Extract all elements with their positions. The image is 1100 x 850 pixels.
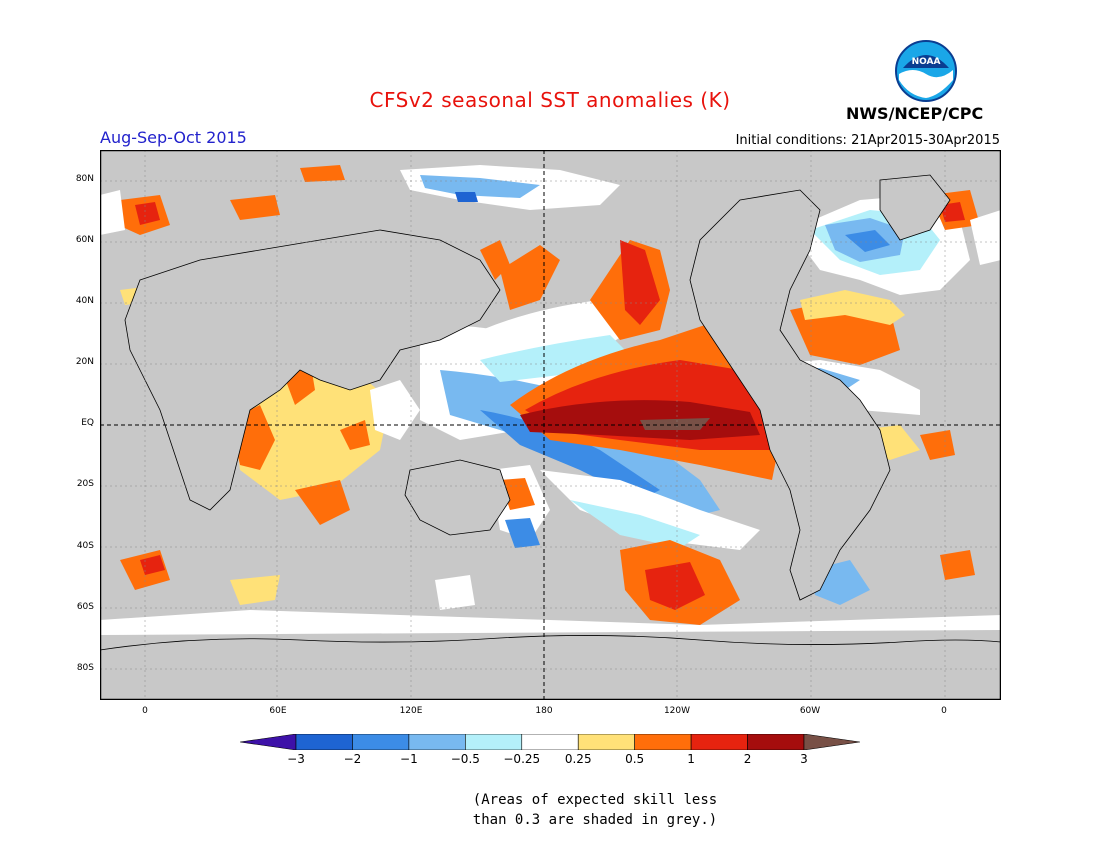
so-red-1 <box>645 562 705 610</box>
so-white-2 <box>435 575 475 610</box>
npac-lightblue <box>480 335 625 382</box>
lon-label-120w: 120W <box>663 706 691 716</box>
io-orange-3 <box>295 480 350 525</box>
colorbar-swatch <box>408 734 466 750</box>
nwatl-white <box>970 210 1001 265</box>
ne-pac-orange <box>480 240 510 280</box>
map-title: CFSv2 seasonal SST anomalies (K) <box>369 88 731 112</box>
colorbar-tick-label: 1 <box>687 752 695 766</box>
colorbar-tick-label: −0.25 <box>503 752 541 766</box>
colorbar-swatch <box>295 734 353 750</box>
noaa-logo: NOAA <box>895 40 957 102</box>
natl-blue-2 <box>845 230 890 252</box>
satl-orange <box>920 430 955 460</box>
colorbar-tick-label: 3 <box>800 752 808 766</box>
initial-conditions-label: Initial conditions: 21Apr2015-30Apr2015 <box>735 133 1000 148</box>
land-australia <box>404 459 511 536</box>
lat-label-40s: 40S <box>76 541 94 551</box>
lat-label-20n: 20N <box>75 357 94 367</box>
epac-brown <box>640 418 710 430</box>
spac-white <box>540 470 760 550</box>
season-label: Aug-Sep-Oct 2015 <box>100 128 247 147</box>
land-antarctica <box>100 635 1001 700</box>
colorbar-tick-label: −2 <box>343 752 362 766</box>
lat-label-60s: 60S <box>76 602 94 612</box>
land-greenland <box>879 174 951 241</box>
npac-red <box>620 240 660 325</box>
lon-label-120e: 120E <box>399 706 423 716</box>
colorbar-high-triangle <box>803 734 860 750</box>
skill-note-line-1: (Areas of expected skill less <box>472 792 718 808</box>
colorbar-tick-label: −0.5 <box>450 752 480 766</box>
io-yellow <box>230 365 390 500</box>
colorbar-tick-label: −3 <box>287 752 305 766</box>
lat-label-80s: 80S <box>76 663 94 673</box>
colorbar-tick-label: −1 <box>400 752 418 766</box>
logo-text: NOAA <box>912 57 941 67</box>
colorbar-swatch <box>690 734 748 750</box>
arctic-orange-1 <box>300 165 345 182</box>
arctic-red-2 <box>940 202 965 222</box>
colorbar-swatch <box>634 734 692 750</box>
colorbar-tick-label: 0.25 <box>564 752 592 766</box>
natl-yellow <box>800 290 905 325</box>
arctic-red-1 <box>135 202 160 225</box>
so-white <box>100 610 1001 635</box>
tasman-blue <box>505 518 540 548</box>
colorbar-swatch <box>577 734 635 750</box>
arctic-white-2 <box>100 190 125 235</box>
colorbar-tick-label: 2 <box>743 752 752 766</box>
agency-label: NWS/NCEP/CPC <box>846 104 984 123</box>
so-orange-3 <box>940 550 975 580</box>
colorbar-swatch <box>352 734 410 750</box>
skill-note-line-2: than 0.3 are shaded in grey.) <box>472 812 718 828</box>
colorbar <box>240 734 860 750</box>
lat-label-80n: 80N <box>75 174 94 184</box>
lon-label-0: 0 <box>142 706 148 716</box>
lat-label-40n: 40N <box>75 296 94 306</box>
map-frame <box>100 150 1001 700</box>
arctic-orange-3 <box>230 195 280 220</box>
lon-label-180: 180 <box>535 706 553 716</box>
wpac-blue-2 <box>480 410 660 500</box>
colorbar-swatch <box>465 734 523 750</box>
arctic-darkblue <box>455 192 478 202</box>
epac-darkred <box>520 400 760 440</box>
lat-label-20s: 20S <box>76 479 94 489</box>
colorbar-swatch <box>521 734 579 750</box>
lat-label-eq: EQ <box>81 418 94 428</box>
io-orange-4 <box>340 420 370 450</box>
colorbar-swatch <box>747 734 805 750</box>
land-americas <box>689 189 891 601</box>
lon-label-60e: 60E <box>269 706 287 716</box>
alaska-orange <box>500 245 560 310</box>
colorbar-low-triangle <box>240 734 297 750</box>
so-yellow-1 <box>230 575 280 605</box>
lon-label-60w: 60W <box>799 706 821 716</box>
so-red-2 <box>140 555 165 575</box>
lat-label-60n: 60N <box>75 235 94 245</box>
spac-lightblue <box>570 500 700 548</box>
lon-label-0-east: 0 <box>941 706 947 716</box>
colorbar-tick-label: 0.5 <box>625 752 645 766</box>
sst-anomaly-map <box>100 150 1001 700</box>
